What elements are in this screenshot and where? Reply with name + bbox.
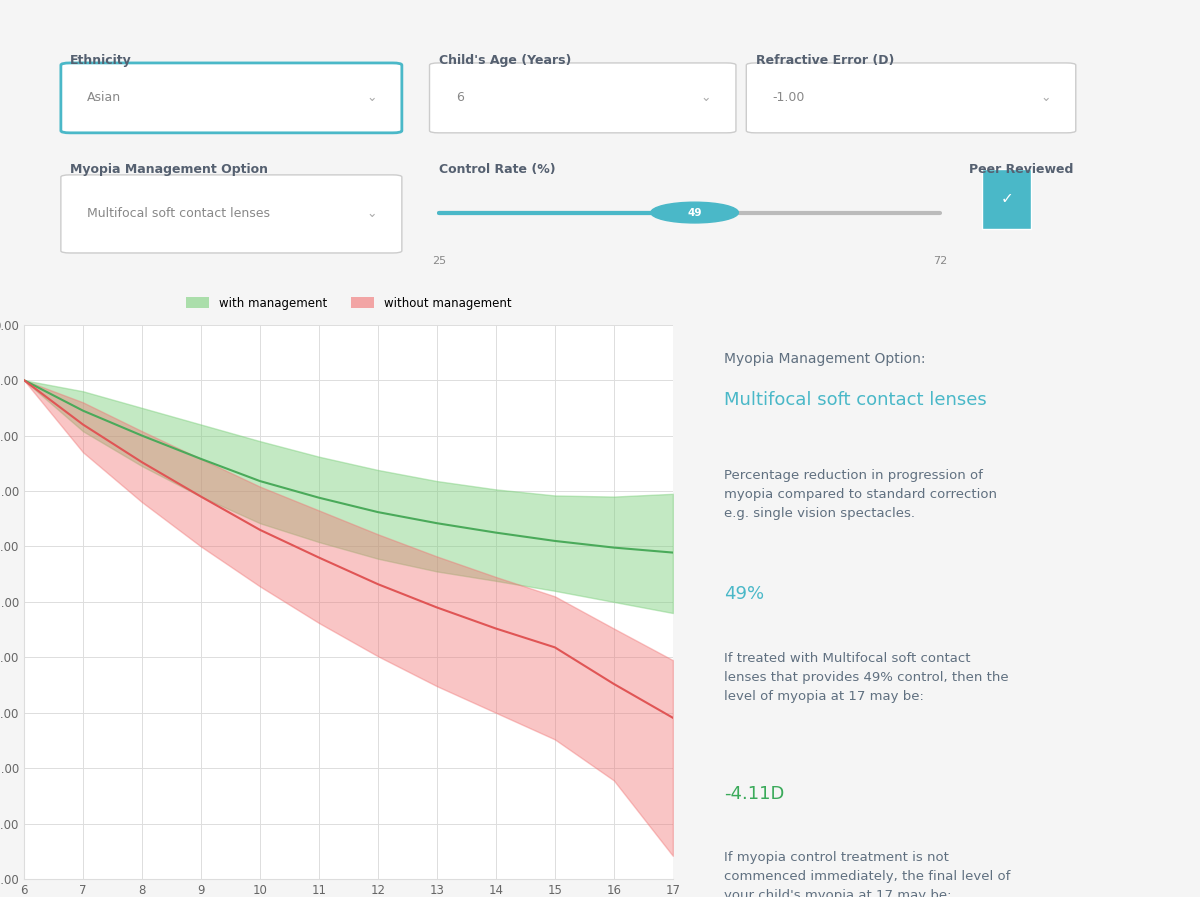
- Text: 49: 49: [688, 207, 702, 218]
- Text: Myopia Management Option:: Myopia Management Option:: [725, 353, 925, 367]
- Text: -4.11D: -4.11D: [725, 785, 785, 803]
- Text: ✓: ✓: [1001, 191, 1013, 206]
- Text: ⌄: ⌄: [367, 91, 377, 104]
- FancyBboxPatch shape: [746, 63, 1075, 133]
- Text: If myopia control treatment is not
commenced immediately, the final level of
you: If myopia control treatment is not comme…: [725, 851, 1010, 897]
- Text: 49%: 49%: [725, 585, 764, 604]
- FancyBboxPatch shape: [61, 63, 402, 133]
- Text: ⌄: ⌄: [367, 207, 377, 221]
- FancyBboxPatch shape: [430, 63, 736, 133]
- Text: If treated with Multifocal soft contact
lenses that provides 49% control, then t: If treated with Multifocal soft contact …: [725, 652, 1009, 702]
- Text: ⌄: ⌄: [701, 91, 712, 104]
- Text: Peer Reviewed: Peer Reviewed: [968, 163, 1073, 177]
- Text: Multifocal soft contact lenses: Multifocal soft contact lenses: [88, 207, 270, 221]
- FancyBboxPatch shape: [983, 169, 1031, 229]
- Text: 25: 25: [432, 257, 445, 266]
- Text: Refractive Error (D): Refractive Error (D): [756, 54, 894, 67]
- Legend: with management, without management: with management, without management: [181, 292, 516, 314]
- Text: ⌄: ⌄: [1040, 91, 1051, 104]
- Text: -1.00: -1.00: [773, 91, 805, 104]
- Text: Asian: Asian: [88, 91, 121, 104]
- Text: Ethnicity: Ethnicity: [70, 54, 132, 67]
- Text: 6: 6: [456, 91, 464, 104]
- Text: 72: 72: [932, 257, 947, 266]
- Text: Myopia Management Option: Myopia Management Option: [70, 163, 268, 177]
- Text: Control Rate (%): Control Rate (%): [439, 163, 556, 177]
- Text: Child's Age (Years): Child's Age (Years): [439, 54, 571, 67]
- Circle shape: [650, 202, 738, 223]
- Text: Percentage reduction in progression of
myopia compared to standard correction
e.: Percentage reduction in progression of m…: [725, 469, 997, 520]
- FancyBboxPatch shape: [61, 175, 402, 253]
- Text: Multifocal soft contact lenses: Multifocal soft contact lenses: [725, 391, 986, 409]
